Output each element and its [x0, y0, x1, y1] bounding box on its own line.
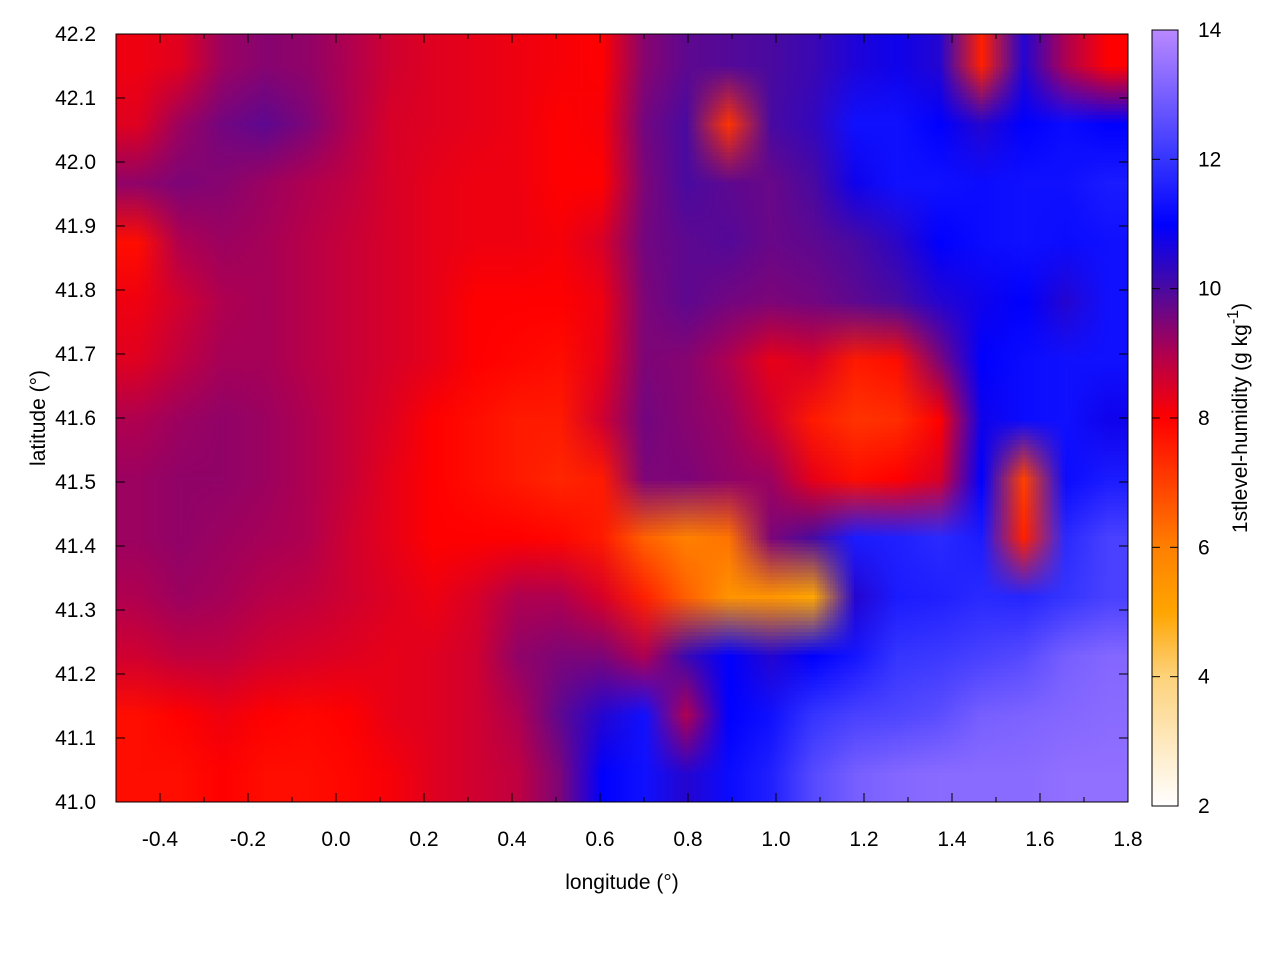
- plot-frame: [115, 33, 1129, 803]
- x-tick-label: 0.2: [409, 828, 438, 851]
- y-tick-label: 42.1: [55, 87, 96, 110]
- colorbar-tick-label: 12: [1198, 148, 1221, 171]
- x-axis-label: longitude (°): [565, 871, 678, 894]
- y-tick-label: 41.8: [55, 279, 96, 302]
- heatmap: [116, 34, 1128, 802]
- colorbar-tick-label: 8: [1198, 407, 1210, 430]
- y-tick-label: 41.3: [55, 599, 96, 622]
- y-tick-label: 41.5: [55, 471, 96, 494]
- x-tick-label: 1.2: [849, 828, 878, 851]
- x-tick-label: -0.2: [230, 828, 266, 851]
- y-tick-label: 41.1: [55, 727, 96, 750]
- colorbar-tick-label: 14: [1198, 19, 1222, 42]
- x-tick-label: 1.0: [761, 828, 790, 851]
- x-tick-label: 0.4: [497, 828, 527, 851]
- x-tick-label: 0.0: [321, 828, 350, 851]
- x-tick-label: 1.8: [1113, 828, 1142, 851]
- colorbar-tick-label: 6: [1198, 536, 1210, 559]
- x-tick-label: 1.4: [937, 828, 967, 851]
- colorbar-tick-label: 4: [1198, 666, 1210, 689]
- y-tick-label: 41.2: [55, 663, 96, 686]
- y-tick-label: 41.9: [55, 215, 96, 238]
- y-tick-label: 42.0: [55, 151, 96, 174]
- x-tick-label: 1.6: [1025, 828, 1054, 851]
- y-tick-label: 42.2: [55, 23, 96, 46]
- y-tick-label: 41.0: [55, 791, 96, 814]
- x-tick-label: -0.4: [142, 828, 179, 851]
- y-axis-label: latitude (°): [27, 370, 50, 466]
- colorbar-label: 1stlevel-humidity (g kg-1): [1225, 303, 1252, 533]
- colorbar-tick-label: 10: [1198, 278, 1221, 301]
- y-tick-label: 41.7: [55, 343, 96, 366]
- y-tick-label: 41.4: [55, 535, 96, 558]
- x-tick-label: 0.6: [585, 828, 614, 851]
- y-tick-label: 41.6: [55, 407, 96, 430]
- colorbar-tick-label: 2: [1198, 795, 1210, 818]
- x-tick-label: 0.8: [673, 828, 702, 851]
